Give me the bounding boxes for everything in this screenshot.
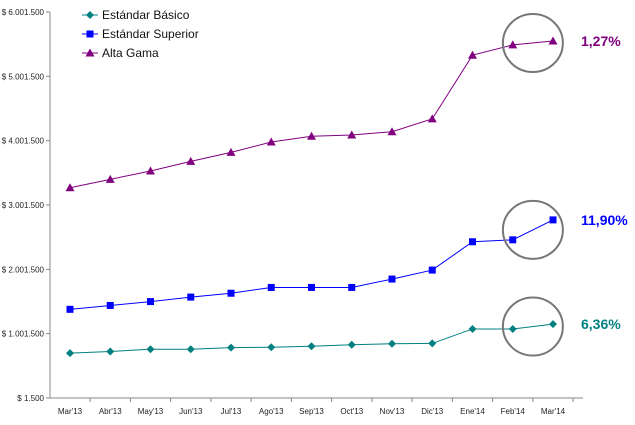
- legend-item-estandar-superior: Estándar Superior: [82, 27, 199, 41]
- data-point: [428, 339, 437, 348]
- data-point: [508, 324, 517, 333]
- data-point: [66, 305, 74, 313]
- y-tick-label: $ 4.001.500: [2, 137, 45, 146]
- x-tick-label: Nov'13: [380, 407, 405, 416]
- data-point: [227, 289, 235, 297]
- legend: Estándar Básico Estándar Superior Alta Gam…: [82, 8, 199, 60]
- data-point: [468, 50, 477, 59]
- data-point: [548, 36, 558, 45]
- data-point: [106, 301, 114, 309]
- data-point: [307, 342, 316, 351]
- y-tick-label: $ 1.001.500: [2, 330, 45, 339]
- x-tick-label: Oct'13: [340, 407, 363, 416]
- data-point: [105, 174, 115, 183]
- data-point: [347, 130, 357, 139]
- data-point: [387, 127, 397, 136]
- legend-label: Alta Gama: [102, 46, 159, 60]
- x-tick-label: Mar'13: [58, 407, 83, 416]
- legend-marker: [86, 30, 94, 38]
- legend-marker: [85, 48, 95, 57]
- y-tick-label: $ 6.001.500: [2, 8, 45, 17]
- axes: [49, 12, 583, 399]
- series-estandar-basico: 6,36%: [66, 316, 621, 358]
- data-point: [66, 349, 74, 358]
- highlight-ellipse: [501, 12, 564, 73]
- x-tick-label: Jul'13: [221, 407, 242, 416]
- series-line: [69, 219, 554, 310]
- data-point: [549, 216, 557, 224]
- x-tick-label: Abr'13: [99, 407, 122, 416]
- data-point: [267, 283, 275, 291]
- annotations: [501, 12, 564, 357]
- data-point: [106, 347, 115, 356]
- x-axis-ticks: Mar'13 Abr'13 May'13 Jun'13 Jul'13 Ago'13 Sep'…: [58, 398, 574, 416]
- data-point: [187, 293, 195, 301]
- data-point: [509, 236, 517, 244]
- data-point: [65, 183, 75, 192]
- legend-item-estandar-basico: Estándar Básico: [82, 8, 190, 22]
- x-tick-label: Feb'14: [501, 407, 526, 416]
- data-point: [348, 283, 356, 291]
- data-point: [508, 40, 518, 49]
- data-point: [266, 137, 276, 146]
- series-line: [69, 40, 554, 189]
- data-point: [427, 114, 437, 123]
- x-tick-label: Jun'13: [179, 407, 203, 416]
- legend-marker: [86, 11, 94, 19]
- data-point: [186, 345, 195, 354]
- legend-item-alta-gama: Alta Gama: [82, 46, 159, 60]
- legend-label: Estándar Básico: [102, 8, 190, 22]
- legend-label: Estándar Superior: [102, 27, 199, 41]
- highlight-ellipse: [501, 296, 564, 357]
- data-point: [186, 156, 196, 165]
- data-point: [428, 266, 436, 274]
- series-group: 6,36% 11,90% 1,27%: [65, 33, 628, 358]
- data-point: [388, 275, 396, 283]
- data-point: [267, 343, 276, 352]
- y-axis-ticks: $ 1.500 $ 1.001.500 $ 2.001.500 $ 3.001.500…: [2, 8, 50, 403]
- data-point: [147, 298, 154, 306]
- data-point: [307, 131, 316, 140]
- y-tick-label: $ 1.500: [17, 394, 44, 403]
- y-tick-label: $ 2.001.500: [2, 265, 45, 274]
- y-tick-label: $ 5.001.500: [2, 72, 45, 81]
- data-point: [308, 283, 315, 291]
- x-tick-label: Sep'13: [299, 407, 324, 416]
- highlight-ellipse: [501, 199, 564, 260]
- end-label-estandar-basico: 6,36%: [581, 316, 621, 332]
- data-point: [226, 147, 236, 156]
- x-tick-label: Ene'14: [460, 407, 485, 416]
- series-estandar-superior: 11,90%: [66, 212, 628, 313]
- data-point: [549, 320, 557, 329]
- x-tick-label: May'13: [138, 407, 164, 416]
- data-point: [388, 339, 396, 348]
- x-tick-label: Dic'13: [421, 407, 444, 416]
- data-point: [146, 345, 155, 354]
- x-tick-label: Ago'13: [259, 407, 284, 416]
- data-point: [227, 343, 235, 352]
- data-point: [469, 238, 476, 246]
- data-point: [468, 324, 477, 333]
- series-alta-gama: 1,27%: [65, 33, 621, 192]
- end-label-estandar-superior: 11,90%: [581, 212, 628, 228]
- data-point: [146, 166, 155, 175]
- y-tick-label: $ 3.001.500: [2, 201, 45, 210]
- x-tick-label: Mar'14: [541, 407, 566, 416]
- end-label-alta-gama: 1,27%: [581, 33, 621, 49]
- data-point: [347, 340, 356, 349]
